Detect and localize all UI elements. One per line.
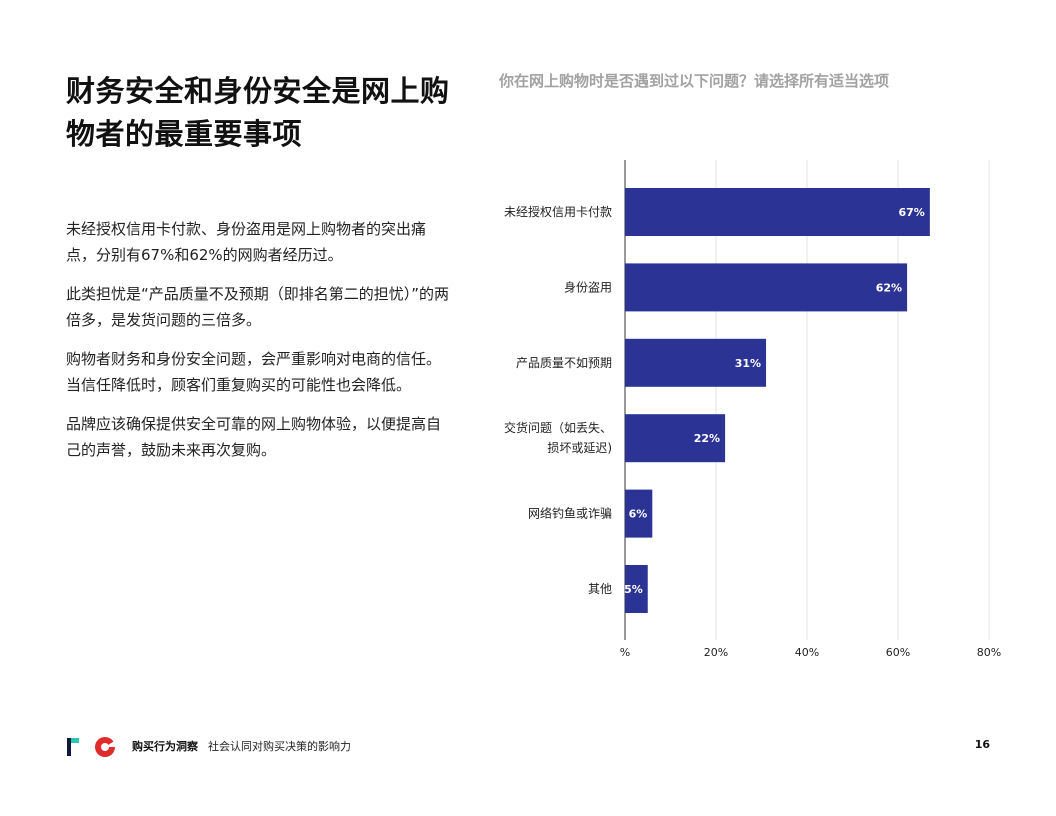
bar-value-label: 62%: [876, 281, 902, 294]
footer-brand: 购买行为洞察: [132, 740, 198, 753]
logo-stem-icon: [67, 738, 71, 756]
logo-inner-icon: [101, 743, 109, 751]
footer-subtitle: 社会认同对购买决策的影响力: [208, 740, 351, 753]
x-tick-label: 60%: [886, 646, 910, 659]
bar: [625, 414, 726, 463]
chart-title: 你在网上购物时是否遇到过以下问题？请选择所有适当选项: [499, 72, 890, 90]
category-label: 产品质量不如预期: [516, 355, 612, 370]
logo-flag-icon: [71, 738, 79, 743]
bar-value-label: 6%: [629, 508, 648, 521]
bar: [625, 565, 648, 613]
page-title: 财务安全和身份安全是网上购物者的最重要事项: [66, 74, 450, 151]
paragraph-2: 此类担忧是“产品质量不及预期（即排名第二的担忧）”的两倍多，是发货问题的三倍多。: [66, 285, 450, 329]
x-tick-label: %: [620, 646, 630, 659]
page-number: 16: [974, 738, 990, 751]
x-tick-label: 80%: [977, 646, 1001, 659]
bar: [625, 188, 930, 236]
bar-value-label: 67%: [899, 206, 925, 219]
category-label: 网络钓鱼或诈骗: [528, 506, 612, 521]
bar-value-label: 22%: [694, 432, 720, 445]
bar: [625, 489, 653, 538]
bar-value-label: 5%: [624, 583, 643, 596]
x-tick-label: 40%: [795, 646, 819, 659]
body-text: 未经授权信用卡付款、身份盗用是网上购物者的突出痛点，分别有67%和62%的网购者…: [66, 216, 450, 476]
category-label: 交货问题（如丢失、: [504, 420, 612, 435]
bar-value-label: 31%: [735, 357, 761, 370]
paragraph-1: 未经授权信用卡付款、身份盗用是网上购物者的突出痛点，分别有67%和62%的网购者…: [66, 220, 427, 264]
paragraph-3: 购物者财务和身份安全问题，会严重影响对电商的信任。当信任降低时，顾客们重复购买的…: [66, 350, 442, 394]
category-label: 未经授权信用卡付款: [504, 204, 612, 219]
bar-chart: 67% 未经授权信用卡付款 62% 身份盗用 31% 产品质量不如预期 22% 交货问题（如丢…: [504, 160, 1001, 659]
paragraph-4: 品牌应该确保提供安全可靠的网上购物体验，以便提高自己的声誉，鼓励未来再次复购。: [66, 415, 442, 459]
category-label: 其他: [588, 582, 612, 596]
brand-logo-icon: [67, 737, 116, 757]
category-label: 损坏或延迟): [547, 441, 612, 455]
bar: [625, 263, 908, 312]
category-label: 身份盗用: [564, 279, 612, 294]
x-tick-label: 20%: [704, 646, 728, 659]
bar: [625, 338, 767, 387]
